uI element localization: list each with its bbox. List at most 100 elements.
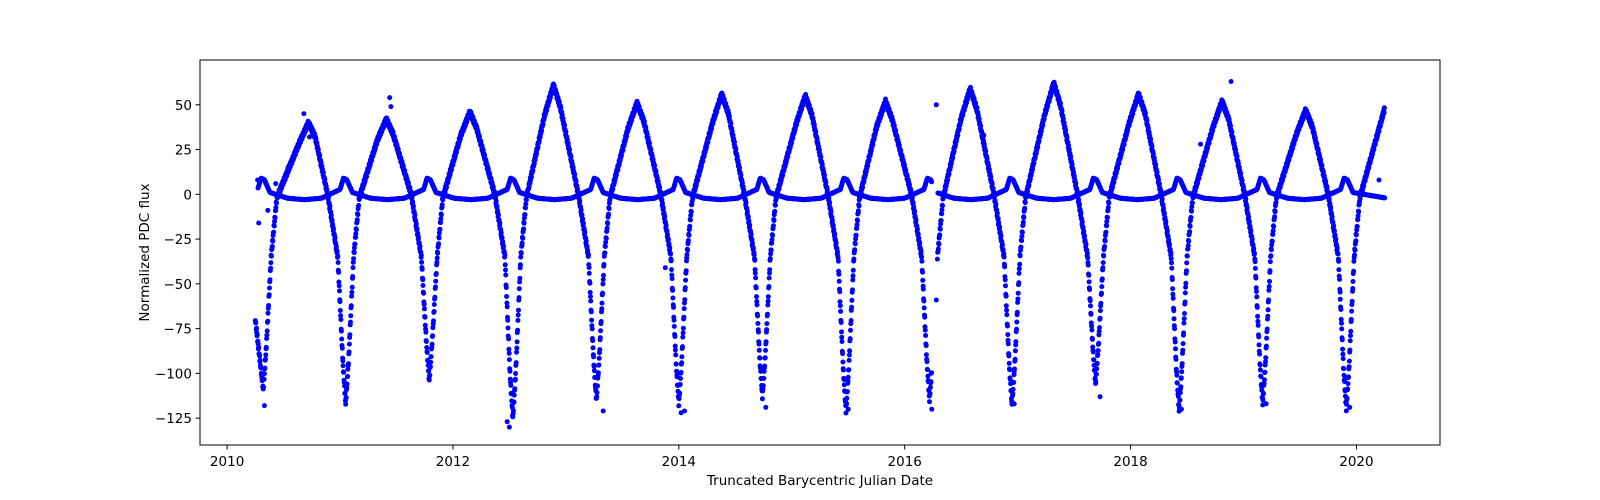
data-point <box>752 270 758 276</box>
data-point <box>615 167 621 173</box>
data-point <box>427 364 433 370</box>
data-point <box>558 105 564 111</box>
data-point <box>254 325 259 331</box>
data-point <box>1319 163 1325 169</box>
data-point <box>983 148 989 154</box>
data-point <box>755 321 761 326</box>
data-point <box>1100 265 1106 271</box>
data-point <box>756 347 762 353</box>
data-point <box>840 359 846 365</box>
data-point <box>676 396 682 402</box>
data-point <box>1183 280 1189 286</box>
data-point <box>1266 297 1272 303</box>
data-point <box>544 107 550 113</box>
data-point <box>832 231 838 237</box>
data-point <box>495 212 501 218</box>
data-point <box>946 171 952 177</box>
data-point <box>516 307 521 313</box>
data-point <box>1069 161 1075 167</box>
data-point <box>419 266 425 272</box>
data-point <box>502 252 508 258</box>
data-point <box>662 214 668 219</box>
data-point <box>937 226 943 232</box>
data-point <box>999 242 1005 248</box>
data-point <box>432 294 438 300</box>
data-point <box>436 241 442 247</box>
data-point <box>586 252 591 258</box>
data-point <box>1014 309 1020 315</box>
data-point <box>619 153 624 159</box>
data-point <box>428 354 434 360</box>
data-point <box>695 177 701 183</box>
data-point <box>1102 244 1108 249</box>
data-point <box>1351 268 1357 274</box>
data-point <box>1005 323 1010 329</box>
data-point <box>343 395 349 401</box>
data-point <box>667 245 673 251</box>
data-point <box>1184 253 1190 259</box>
data-point <box>679 354 685 360</box>
data-point <box>504 300 510 306</box>
data-point <box>595 370 601 376</box>
data-point <box>606 206 612 212</box>
data-point <box>1340 346 1346 352</box>
data-point <box>1087 287 1093 293</box>
data-point <box>1149 143 1155 149</box>
data-point <box>341 369 347 375</box>
data-point <box>540 121 546 127</box>
data-point <box>423 329 429 335</box>
data-point <box>591 364 597 369</box>
data-point <box>1336 267 1342 273</box>
data-point <box>998 233 1004 239</box>
data-point <box>747 222 753 228</box>
data-point <box>1086 272 1092 278</box>
data-point <box>1168 250 1174 256</box>
data-point <box>917 240 923 246</box>
data-point <box>591 354 597 360</box>
data-point <box>271 223 277 229</box>
data-point <box>922 327 928 333</box>
data-point <box>705 139 711 145</box>
data-point <box>757 355 763 361</box>
data-point <box>936 241 942 247</box>
data-point <box>337 288 342 294</box>
data-point <box>839 339 845 344</box>
data-point <box>765 311 770 317</box>
data-point <box>822 172 827 178</box>
data-point <box>1001 254 1007 260</box>
data-point <box>1185 243 1191 249</box>
data-point <box>1177 397 1183 403</box>
data-point <box>601 262 607 267</box>
data-point <box>523 197 529 203</box>
data-point <box>1010 391 1016 397</box>
data-point <box>590 345 596 351</box>
data-point <box>423 339 429 344</box>
data-point <box>1006 360 1012 366</box>
data-point <box>678 376 683 381</box>
data-point <box>340 363 346 369</box>
data-point <box>1097 308 1103 314</box>
data-point <box>346 341 352 347</box>
data-point <box>257 353 263 359</box>
data-point <box>355 212 361 218</box>
data-point <box>688 209 694 215</box>
data-point <box>680 344 685 350</box>
data-point <box>438 220 443 226</box>
data-point <box>413 221 419 227</box>
data-point <box>726 113 732 119</box>
data-point <box>601 272 606 278</box>
data-point <box>1089 327 1095 333</box>
data-point <box>317 153 323 159</box>
data-point <box>1337 276 1342 282</box>
data-point <box>322 176 328 182</box>
data-point <box>267 277 273 283</box>
data-point <box>1348 316 1354 322</box>
data-point <box>349 289 355 295</box>
data-point <box>265 318 271 324</box>
data-point <box>1169 260 1174 266</box>
data-point <box>503 285 509 290</box>
data-point <box>1161 210 1167 216</box>
data-point <box>1257 367 1263 373</box>
data-point <box>424 345 430 350</box>
data-point <box>1096 340 1102 346</box>
